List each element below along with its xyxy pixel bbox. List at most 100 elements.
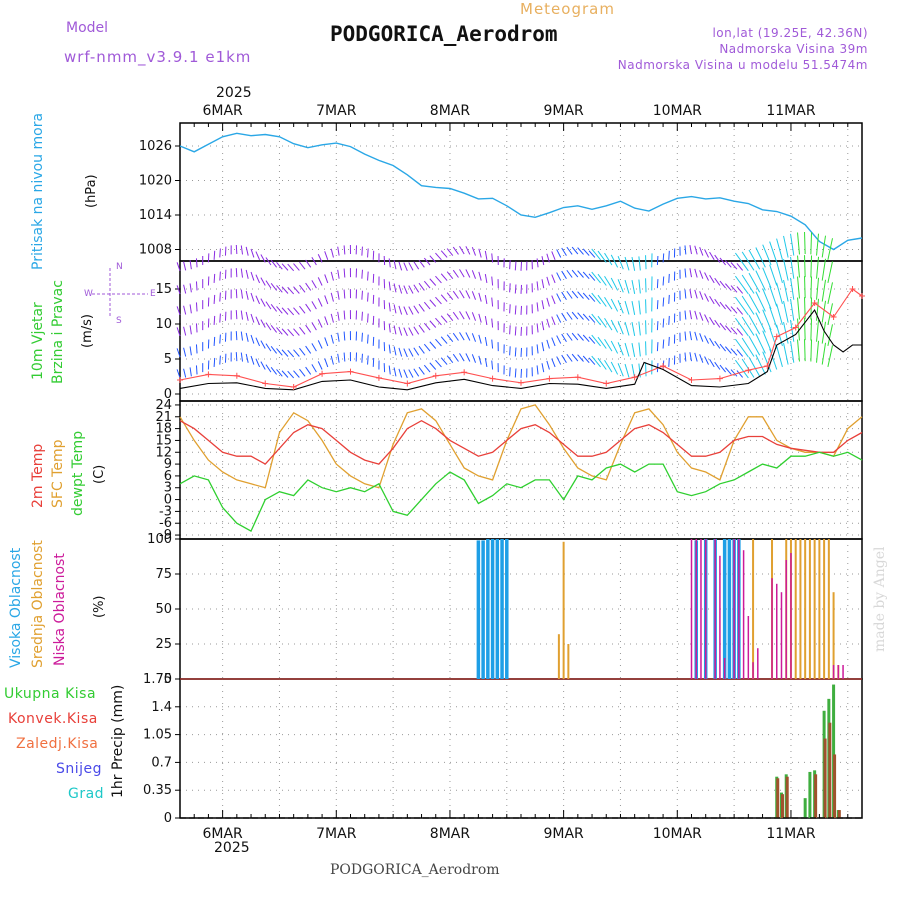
wind-arrow [240, 245, 244, 255]
wind-arrow [714, 298, 721, 307]
wind-arrow [509, 260, 511, 270]
wind-arrow [582, 292, 590, 301]
precip-bar [785, 776, 789, 818]
wind-arrow [610, 340, 619, 354]
wind-arrow [183, 347, 187, 357]
wind-arrow [610, 254, 619, 268]
wind-arrow [577, 312, 584, 320]
wind-arrow [446, 271, 454, 280]
wind-arrow [293, 307, 300, 315]
wind-arrow [694, 268, 698, 278]
wind-arrow [276, 261, 283, 270]
wind-arrow [343, 268, 346, 278]
top-year-label: 2025 [216, 85, 252, 101]
wind-arrow [240, 289, 244, 299]
wind-arrow [250, 334, 255, 344]
wind-arrow [588, 357, 596, 365]
temperature-ytick-label: -9 [159, 528, 172, 543]
wind-gust-mark [177, 377, 183, 383]
x-top-label: 8MAR [430, 103, 471, 119]
wind-arrow [176, 262, 181, 271]
precip-ytick-label: 1.05 [143, 728, 172, 743]
temperature-ytick-label: 3 [164, 481, 172, 496]
wind-arrow [797, 276, 800, 299]
cloud-bar [780, 592, 783, 679]
precip-bar [814, 774, 818, 818]
wind-arrow [656, 342, 659, 352]
wind-arrow [725, 325, 732, 333]
wind-arrow [536, 323, 539, 333]
wind-arrow [656, 255, 659, 266]
wind-arrow [484, 250, 488, 260]
wind-arrow [734, 252, 749, 272]
wind-arrow [388, 281, 391, 291]
cloud-bar [832, 592, 835, 679]
wind-arrow [821, 235, 827, 258]
wind-arrow [588, 315, 596, 323]
wind-arrow [471, 354, 477, 363]
wind-arrow [546, 339, 550, 349]
wind-arrow [276, 369, 283, 377]
wind-arrow [790, 340, 795, 363]
cloud-bar [799, 539, 802, 679]
wind-arrow [491, 276, 494, 286]
wind-arrow [656, 279, 659, 289]
clouds-ytick-label: 100 [147, 532, 172, 547]
wind-arrow [816, 256, 820, 279]
wind-arrow [311, 322, 317, 331]
wind-arrow [662, 318, 665, 328]
wind-arrow [551, 251, 556, 260]
cloud-bar [785, 560, 787, 679]
wind-arrow [265, 280, 272, 289]
wind-arrow [393, 367, 397, 377]
wind-arrow [219, 355, 221, 365]
wind-arrow [741, 274, 755, 294]
wind-arrow [446, 334, 454, 343]
wind-arrow [821, 279, 827, 302]
wind-arrow [790, 298, 795, 321]
wind-arrow [551, 316, 556, 326]
temperature-ytick-label: 6 [164, 469, 172, 484]
wind-arrow [551, 337, 556, 347]
wind-arrow [361, 311, 363, 321]
wind-arrow [250, 355, 255, 365]
wind-arrow [762, 288, 772, 310]
wind-arrow [343, 331, 346, 341]
wind-arrow [429, 299, 437, 307]
wind-arrow [755, 333, 766, 354]
wind-arrow [388, 258, 391, 268]
wind-arrow [741, 316, 755, 336]
wind-arrow [330, 355, 334, 365]
wind-arrow [311, 343, 317, 352]
wind-arrow [195, 344, 198, 354]
wind-gust-line [179, 288, 863, 388]
wind-arrow [514, 284, 517, 294]
wind-arrow [388, 365, 391, 375]
x-top-label: 10MAR [653, 103, 702, 119]
wind-arrow [684, 289, 687, 299]
wind-arrow [730, 348, 738, 356]
wind-arrow [797, 339, 800, 362]
wind-arrow [631, 256, 636, 271]
wind-arrow [561, 270, 567, 279]
wind-arrow [491, 339, 494, 349]
wind-arrow [440, 294, 448, 302]
wind-arrow [250, 248, 255, 258]
wind-arrow [783, 279, 789, 302]
wind-arrow [418, 345, 425, 354]
wind-arrow [465, 246, 471, 255]
wind-arrow [556, 249, 562, 258]
wind-arrow [452, 353, 459, 362]
wind-arrow [719, 301, 726, 310]
wind-arrow [790, 233, 795, 256]
wind-arrow [566, 246, 573, 255]
wind-arrow [484, 273, 488, 283]
wind-arrow [435, 338, 442, 347]
wind-arrow [195, 365, 198, 375]
wind-arrow [755, 247, 766, 268]
wind-ytick-label: 15 [155, 282, 172, 297]
wind-arrow [624, 321, 630, 336]
wind-arrow [435, 275, 442, 284]
wind-arrow [536, 302, 539, 312]
wind-arrow [755, 270, 766, 291]
